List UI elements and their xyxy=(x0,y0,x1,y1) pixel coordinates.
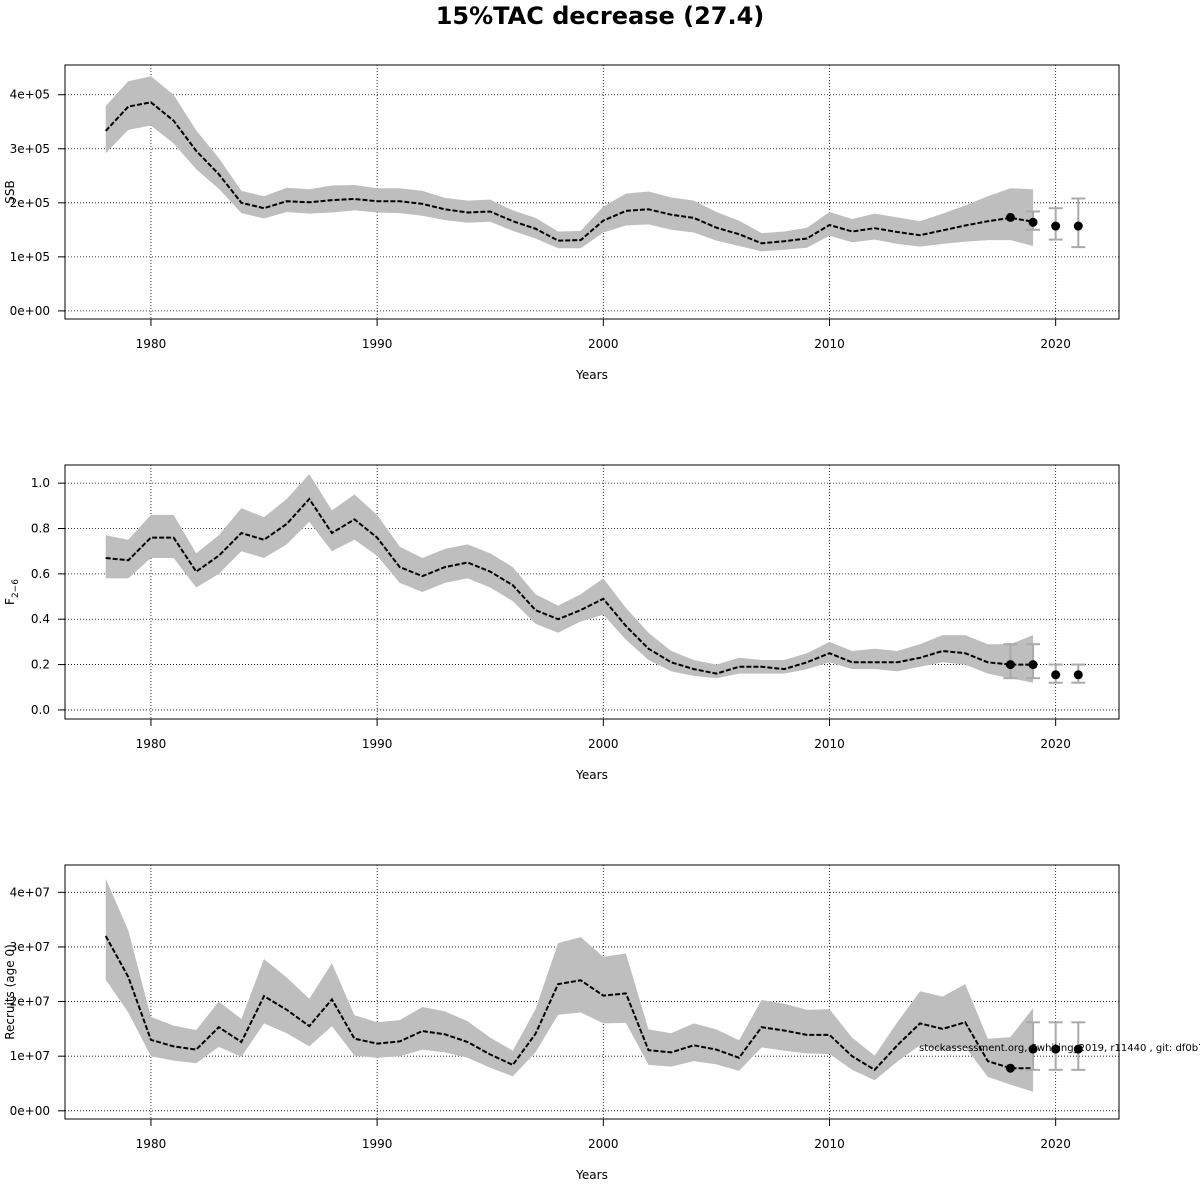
f-ytick-label: 0.2 xyxy=(31,658,50,672)
recruits-forecast-point xyxy=(1073,1044,1083,1054)
recruits-forecast-point xyxy=(1051,1044,1061,1054)
recruits-xtick-label: 1990 xyxy=(362,1137,393,1151)
ssb-ytick-label: 0e+00 xyxy=(10,304,50,318)
recruits-ytick-label: 0e+00 xyxy=(10,1104,50,1118)
ssb-forecast-point xyxy=(1073,221,1083,231)
ssb-forecast-point xyxy=(1028,217,1038,227)
ssb-estimate-line xyxy=(104,101,1034,245)
ssb-yaxis-label: SSB xyxy=(3,180,17,203)
f-confidence-band xyxy=(105,474,1034,683)
watermark-text: stockassessment.org, Swhiting_2019, r114… xyxy=(919,1043,1200,1054)
recruits-estimate-line xyxy=(104,935,1034,1072)
f-forecast-point xyxy=(1073,670,1083,680)
ssb-ytick-label: 2e+05 xyxy=(10,196,50,210)
f-xtick-label: 2020 xyxy=(1040,737,1071,751)
f-yaxis-label-subscript: 2−6 xyxy=(11,579,21,598)
f-xtick-label: 2000 xyxy=(588,737,619,751)
ssb-ytick-label: 3e+05 xyxy=(10,142,50,156)
ssb-xtick-label: 1980 xyxy=(136,337,167,351)
recruits-xtick-label: 2020 xyxy=(1040,1137,1071,1151)
f-ytick-label: 0.0 xyxy=(31,703,50,717)
recruits-forecast-point xyxy=(1005,1063,1015,1073)
ssb-ytick-label: 1e+05 xyxy=(10,250,50,264)
recruits-xtick-label: 1980 xyxy=(136,1137,167,1151)
f-xtick-label: 1980 xyxy=(136,737,167,751)
f-xtick-label: 2010 xyxy=(814,737,845,751)
f-xtick-label: 1990 xyxy=(362,737,393,751)
recruits-panel: 1980 1990 2000 2010 2020 0e+00 1e+07 2e+07 3e+07… xyxy=(3,864,1120,1182)
recruits-xaxis-label: Years xyxy=(575,1168,608,1182)
ssb-xtick-label: 1990 xyxy=(362,337,393,351)
f-forecast-point xyxy=(1005,660,1015,670)
ssb-xaxis-label: Years xyxy=(575,368,608,382)
f-ytick-label: 0.4 xyxy=(31,612,50,626)
recruits-xtick-label: 2000 xyxy=(588,1137,619,1151)
ssb-ytick-label: 4e+05 xyxy=(10,88,50,102)
recruits-confidence-band xyxy=(105,878,1034,1092)
f-plot-frame xyxy=(64,464,1120,720)
ssb-xtick-label: 2020 xyxy=(1040,337,1071,351)
ssb-forecast-point xyxy=(1005,212,1015,222)
recruits-ytick-label: 2e+07 xyxy=(10,995,50,1009)
recruits-ytick-label: 1e+07 xyxy=(10,1049,50,1063)
f-forecast-point xyxy=(1051,670,1061,680)
recruits-xtick-label: 2010 xyxy=(814,1137,845,1151)
ssb-forecast-point xyxy=(1051,221,1061,231)
f-estimate-line xyxy=(105,497,1034,675)
f-ytick-label: 1.0 xyxy=(31,476,50,490)
recruits-ytick-label: 4e+07 xyxy=(10,885,50,899)
ssb-xtick-label: 2000 xyxy=(588,337,619,351)
recruits-ytick-label: 3e+07 xyxy=(10,940,50,954)
ssb-plot-frame xyxy=(64,64,1120,320)
ssb-xtick-label: 2010 xyxy=(814,337,845,351)
recruits-forecast-point xyxy=(1028,1044,1038,1054)
ssb-confidence-band xyxy=(105,76,1034,252)
ssb-panel: 1980 1990 2000 2010 2020 0e+00 1e+05 2e+05 3e+05… xyxy=(3,64,1120,382)
f-ytick-label: 0.6 xyxy=(31,567,50,581)
f-forecast-point xyxy=(1028,660,1038,670)
recruits-yaxis-label: Recruits (age 0) xyxy=(3,944,17,1040)
f-xaxis-label: Years xyxy=(575,768,608,782)
f-ytick-label: 0.8 xyxy=(31,522,50,536)
f-yaxis-label: F2−6 xyxy=(3,579,21,605)
figure-title: 15%TAC decrease (27.4) xyxy=(435,2,765,30)
fishing-mortality-panel: 1980 1990 2000 2010 2020 0.0 0.2 0.4 0.6 0.8 1.0 Ye… xyxy=(3,464,1120,782)
recruits-plot-frame xyxy=(64,864,1120,1120)
